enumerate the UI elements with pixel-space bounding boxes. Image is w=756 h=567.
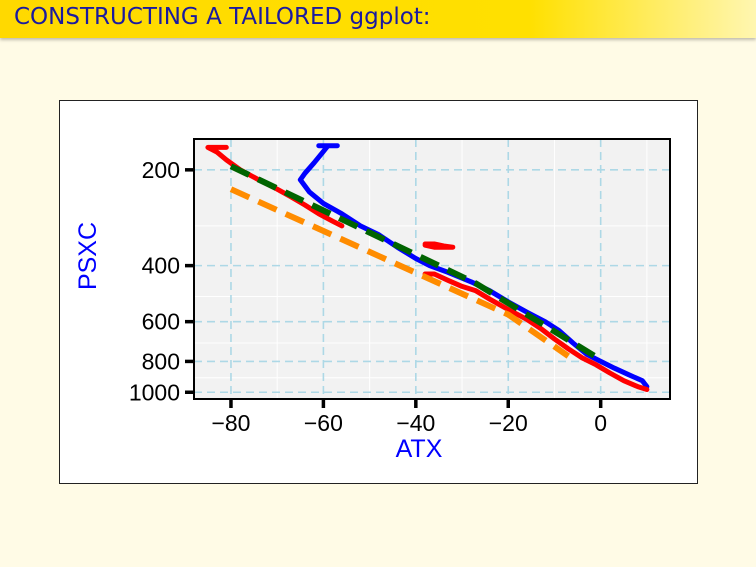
y-tick-label-1: 400 <box>142 253 180 279</box>
panel-border <box>193 138 671 400</box>
y-tick-label-2: 600 <box>142 309 180 335</box>
x-tick-label-2: −40 <box>396 410 435 436</box>
series-line-3 <box>422 241 456 250</box>
y-tick-label-3: 800 <box>142 348 180 374</box>
y-axis-title: PSXC <box>74 222 102 290</box>
series-line-5 <box>229 186 571 359</box>
slide-title: CONSTRUCTING A TAILORED ggplot: <box>14 4 431 30</box>
series-line-1 <box>422 271 650 392</box>
x-tick-label-3: −20 <box>489 410 528 436</box>
y-tick-label-4: 1000 <box>129 379 180 405</box>
y-tick-label-0: 200 <box>142 157 180 183</box>
slide-title-code: ggplot: <box>349 4 431 30</box>
slide-title-main: CONSTRUCTING A TAILORED <box>14 4 350 30</box>
slide-title-bar: CONSTRUCTING A TAILORED ggplot: <box>0 0 756 38</box>
x-axis-title: ATX <box>396 435 443 463</box>
figure-frame: −80 −60 −40 −20 0 200 400 600 800 1000 ATX PSXC <box>59 100 698 484</box>
x-tick-label-1: −60 <box>304 410 343 436</box>
x-tick-label-4: 0 <box>594 410 607 436</box>
series-line-4 <box>229 163 603 363</box>
chart: −80 −60 −40 −20 0 200 400 600 800 1000 ATX PSXC <box>74 138 671 463</box>
x-tick-label-0: −80 <box>211 410 250 436</box>
